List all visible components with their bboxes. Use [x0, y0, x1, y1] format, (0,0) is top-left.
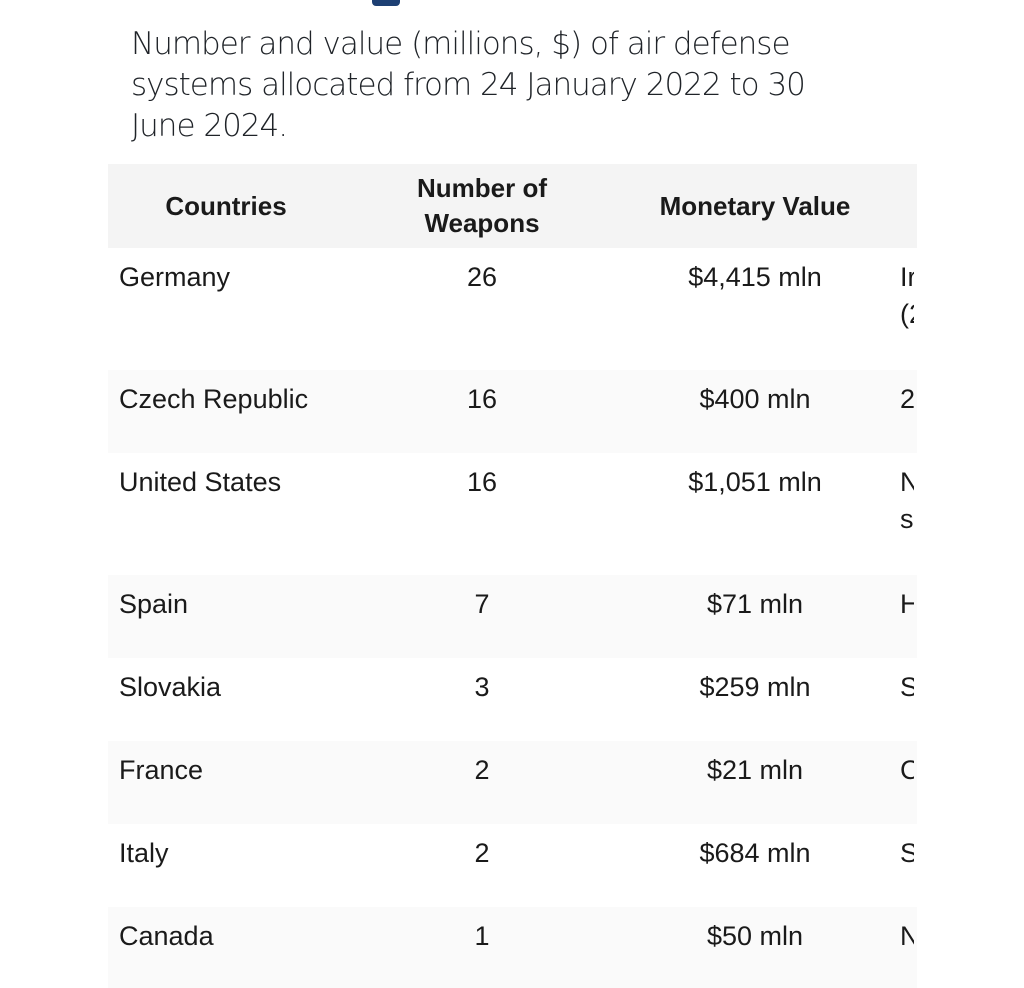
air-defense-table: Countries Number of Weapons Monetary Val…	[108, 164, 917, 988]
cell-truncated-note: N	[890, 907, 917, 988]
cell-country: France	[119, 755, 204, 785]
cell-monetary-value: $684 mln	[699, 838, 811, 868]
table-row: Czech Republic 16 $400 mln 2	[108, 370, 917, 453]
truncated-note-line: H	[900, 589, 914, 619]
cell-country: Germany	[119, 262, 231, 292]
cell-truncated-note: S	[890, 658, 917, 741]
truncated-note-line: 2	[900, 384, 914, 414]
column-header-number-label: Number of Weapons	[417, 173, 547, 238]
cell-country: United States	[119, 467, 282, 497]
cell-country: Spain	[119, 589, 189, 619]
cell-truncated-note: H	[890, 575, 917, 658]
table-header-row: Countries Number of Weapons Monetary Val…	[108, 164, 917, 248]
cell-number-of-weapons: 2	[474, 838, 490, 868]
table-subtitle: Number and value (millions, $) of air de…	[131, 26, 806, 144]
cell-monetary-value: $21 mln	[706, 755, 804, 785]
cell-truncated-note: S	[890, 824, 917, 907]
truncated-note-line: s	[900, 504, 914, 534]
cell-country: Canada	[119, 921, 214, 951]
cell-number-of-weapons: 26	[466, 262, 498, 292]
cell-truncated-note: 2	[890, 370, 917, 453]
title-fragment	[372, 0, 400, 6]
cell-monetary-value: $1,051 mln	[688, 467, 822, 497]
cell-number-of-weapons: 16	[466, 467, 498, 497]
truncated-note-line: S	[900, 672, 914, 702]
table-body: Germany 26 $4,415 mln Ir (2 Czech Republic 16 $…	[108, 248, 917, 988]
truncated-note-line: N	[900, 467, 914, 497]
truncated-note-line: C	[900, 755, 914, 785]
cell-country: Slovakia	[119, 672, 222, 702]
truncated-note-line: S	[900, 838, 914, 868]
cell-number-of-weapons: 16	[466, 384, 498, 414]
table-row: Spain 7 $71 mln H	[108, 575, 917, 658]
column-header-number-of-weapons: Number of Weapons	[344, 164, 620, 248]
cell-monetary-value: $259 mln	[699, 672, 811, 702]
table-row: Italy 2 $684 mln S	[108, 824, 917, 907]
column-header-extra	[890, 164, 917, 248]
truncated-note-line: N	[900, 921, 914, 951]
cell-country: Czech Republic	[119, 384, 309, 414]
cell-truncated-note: Ir (2	[890, 248, 917, 370]
truncated-note-line: (2	[900, 299, 914, 329]
cell-monetary-value: $71 mln	[706, 589, 804, 619]
truncated-note-line: Ir	[900, 262, 914, 292]
table-row: Canada 1 $50 mln N	[108, 907, 917, 988]
cell-monetary-value: $4,415 mln	[688, 262, 822, 292]
cell-number-of-weapons: 1	[474, 921, 490, 951]
cell-number-of-weapons: 2	[474, 755, 490, 785]
cell-monetary-value: $50 mln	[706, 921, 804, 951]
cell-country: Italy	[119, 838, 169, 868]
data-table-container[interactable]: Countries Number of Weapons Monetary Val…	[108, 164, 917, 988]
cell-monetary-value: $400 mln	[699, 384, 811, 414]
cell-number-of-weapons: 3	[474, 672, 490, 702]
column-header-monetary-value: Monetary Value	[659, 190, 851, 221]
table-row: France 2 $21 mln C	[108, 741, 917, 824]
cell-truncated-note: C	[890, 741, 917, 824]
table-row: Slovakia 3 $259 mln S	[108, 658, 917, 741]
cell-number-of-weapons: 7	[474, 589, 490, 619]
table-row: Germany 26 $4,415 mln Ir (2	[108, 248, 917, 370]
column-header-countries: Countries	[165, 190, 287, 221]
